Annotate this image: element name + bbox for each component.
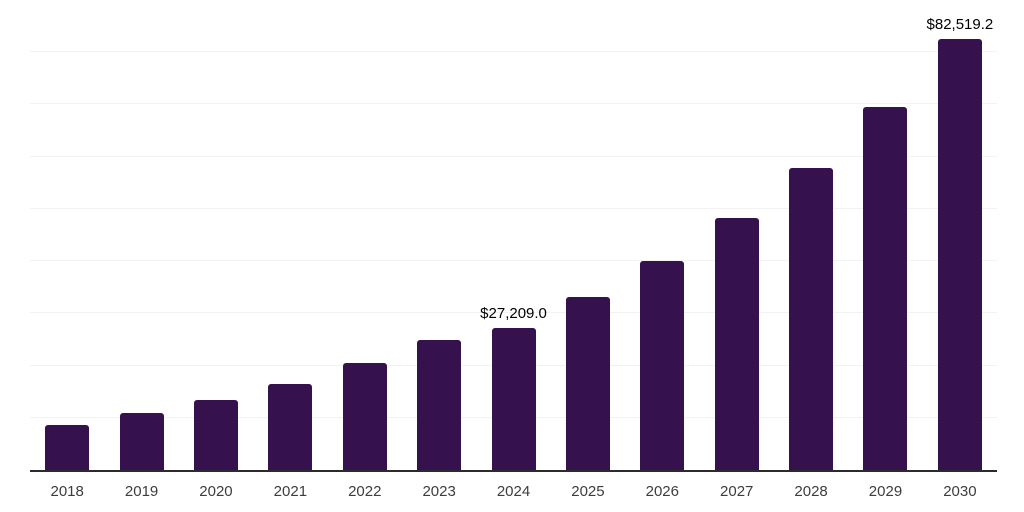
bar-column-2018 bbox=[30, 0, 104, 470]
bar-2019 bbox=[119, 413, 164, 470]
bar-2023 bbox=[417, 339, 462, 470]
gridline-70000 bbox=[30, 103, 997, 105]
bar-column-2027 bbox=[700, 0, 774, 470]
x-tick-2029: 2029 bbox=[868, 483, 903, 500]
bar-2025 bbox=[565, 297, 610, 470]
gridline-40000 bbox=[30, 260, 997, 262]
bar-2020 bbox=[193, 399, 238, 470]
bar-2028 bbox=[789, 168, 834, 470]
bar-column-2019 bbox=[104, 0, 178, 470]
gridline-50000 bbox=[30, 207, 997, 209]
x-tick-2030: 2030 bbox=[943, 483, 977, 500]
bar-column-2021 bbox=[253, 0, 327, 470]
bar-2026 bbox=[640, 260, 685, 470]
bar-column-2020 bbox=[179, 0, 253, 470]
bar-2027 bbox=[714, 218, 759, 470]
x-tick-2024: 2024 bbox=[496, 483, 531, 500]
bar-2018 bbox=[45, 424, 90, 470]
bar-column-2029 bbox=[848, 0, 922, 470]
x-tick-2026: 2026 bbox=[645, 483, 679, 500]
bar-column-2023 bbox=[402, 0, 476, 470]
bars-container: $27,209.0 $82,519.2 bbox=[30, 0, 997, 470]
x-tick-2021: 2021 bbox=[273, 483, 308, 500]
data-label-2024: $27,209.0 bbox=[480, 304, 547, 322]
gridline-60000 bbox=[30, 155, 997, 157]
bar-2024 bbox=[491, 327, 536, 470]
bar-column-2025 bbox=[551, 0, 625, 470]
bar-column-2022 bbox=[328, 0, 402, 470]
bar-column-2030: $82,519.2 bbox=[923, 0, 997, 470]
x-tick-2018: 2018 bbox=[50, 483, 84, 500]
x-axis-line bbox=[30, 470, 997, 472]
x-tick-2019: 2019 bbox=[124, 483, 159, 500]
bar-2021 bbox=[268, 383, 313, 470]
bar-column-2024: $27,209.0 bbox=[476, 0, 550, 470]
gridline-30000 bbox=[30, 312, 997, 314]
bar-2030 bbox=[937, 39, 982, 470]
x-axis-labels: 2018 2019 2020 2021 2022 2023 2024 2025 2026 2027… bbox=[30, 482, 997, 502]
bar-2029 bbox=[863, 107, 908, 470]
x-tick-2028: 2028 bbox=[794, 483, 828, 500]
x-tick-2020: 2020 bbox=[199, 483, 233, 500]
data-label-2030: $82,519.2 bbox=[926, 16, 994, 34]
gridline-80000 bbox=[30, 51, 997, 53]
bar-2022 bbox=[342, 363, 387, 470]
x-tick-2025: 2025 bbox=[571, 483, 605, 500]
bar-column-2026 bbox=[625, 0, 699, 470]
bar-column-2028 bbox=[774, 0, 848, 470]
x-tick-2023: 2023 bbox=[422, 483, 456, 500]
x-tick-2027: 2027 bbox=[720, 483, 754, 500]
plot-area: $27,209.0 $82,519.2 bbox=[30, 0, 997, 472]
x-tick-2022: 2022 bbox=[348, 483, 382, 500]
